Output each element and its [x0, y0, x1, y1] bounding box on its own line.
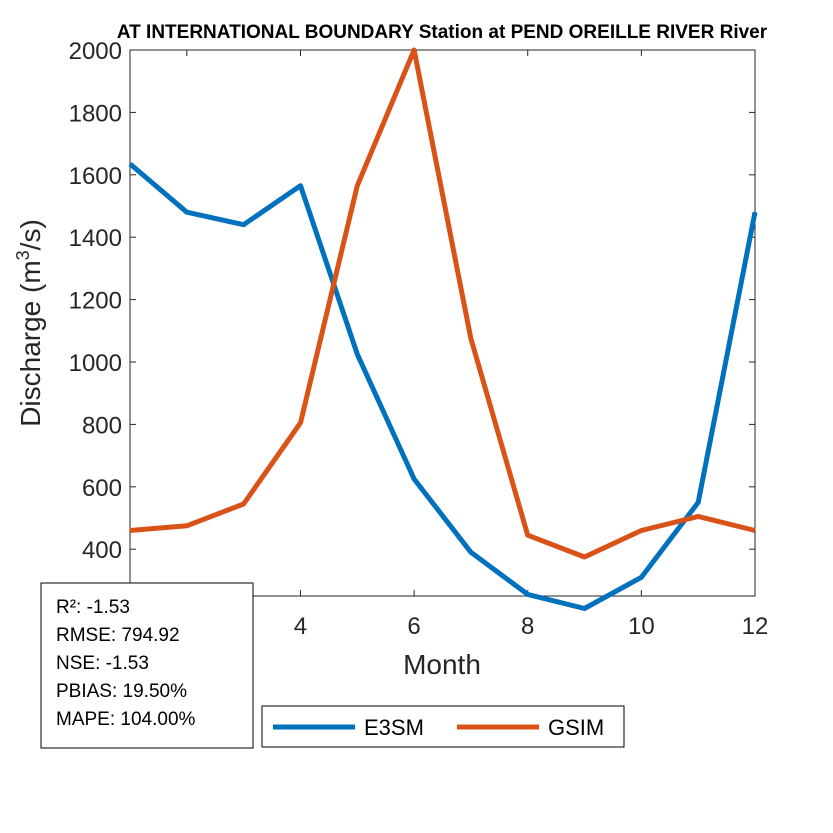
y-axis-label: Discharge (m3/s) [13, 219, 46, 427]
legend-label-e3sm: E3SM [364, 715, 424, 740]
stat-mape: MAPE: 104.00% [56, 709, 196, 730]
y-tick-label: 1800 [69, 100, 122, 127]
stat-nse: NSE: -1.53 [56, 653, 149, 674]
chart-title: AT INTERNATIONAL BOUNDARY Station at PEN… [117, 22, 768, 43]
x-tick-label: 4 [294, 613, 307, 640]
y-tick-label: 1200 [69, 288, 122, 315]
stat-rmse: RMSE: 794.92 [56, 625, 180, 646]
y-tick-label: 400 [82, 537, 122, 564]
x-tick-label: 8 [521, 613, 534, 640]
x-axis-label: Month [403, 649, 481, 680]
y-tick-label: 1600 [69, 163, 122, 190]
x-tick-label: 12 [742, 613, 769, 640]
stat-pbias: PBIAS: 19.50% [56, 681, 187, 702]
y-tick-label: 800 [82, 412, 122, 439]
y-tick-label: 1000 [69, 350, 122, 377]
x-tick-label: 10 [628, 613, 655, 640]
stat-r2: R²: -1.53 [56, 597, 130, 618]
y-tick-label: 600 [82, 475, 122, 502]
stats-box: R²: -1.53 RMSE: 794.92 NSE: -1.53 PBIAS:… [40, 582, 254, 749]
y-tick-label: 1400 [69, 225, 122, 252]
axis-ticks: 2468101240060080010001200140016001800200… [69, 38, 769, 640]
series-line-gsim [129, 47, 756, 560]
series-lines [128, 47, 758, 611]
y-tick-label: 2000 [69, 38, 122, 65]
x-tick-label: 6 [407, 613, 420, 640]
legend: E3SM GSIM [261, 705, 625, 748]
series-line-e3sm [128, 161, 758, 611]
legend-label-gsim: GSIM [548, 715, 604, 740]
